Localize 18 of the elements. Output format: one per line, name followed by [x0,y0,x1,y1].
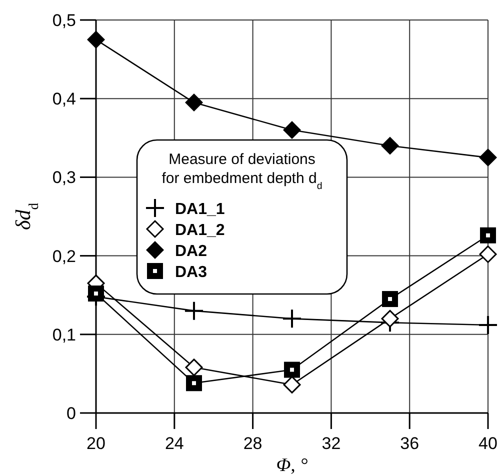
legend-label: DA2 [175,243,208,260]
legend-label: DA1_1 [175,201,225,218]
legend-label: DA3 [175,264,208,281]
y-tick-label: 0,2 [52,246,76,266]
y-tick-label: 0,1 [52,325,76,344]
legend-title: Measure of deviations for embedment depth d$_{d}$ [162,151,322,192]
x-tick-label: 28 [243,434,262,453]
legend-label: DA1_2 [175,222,225,239]
x-tick-label: 40 [478,434,498,453]
x-tick-label: 32 [322,434,341,453]
y-tick-label: 0 [66,404,76,423]
y-tick-label: 0,3 [52,168,76,188]
y-tick-label: 0,5 [52,11,76,30]
x-tick-label: 36 [400,434,420,453]
y-tick-label: 0,4 [52,90,76,109]
x-tick-label: 24 [164,434,184,453]
x-axis-title: Φ, ° [276,455,308,475]
x-tick-label: 20 [86,434,106,453]
